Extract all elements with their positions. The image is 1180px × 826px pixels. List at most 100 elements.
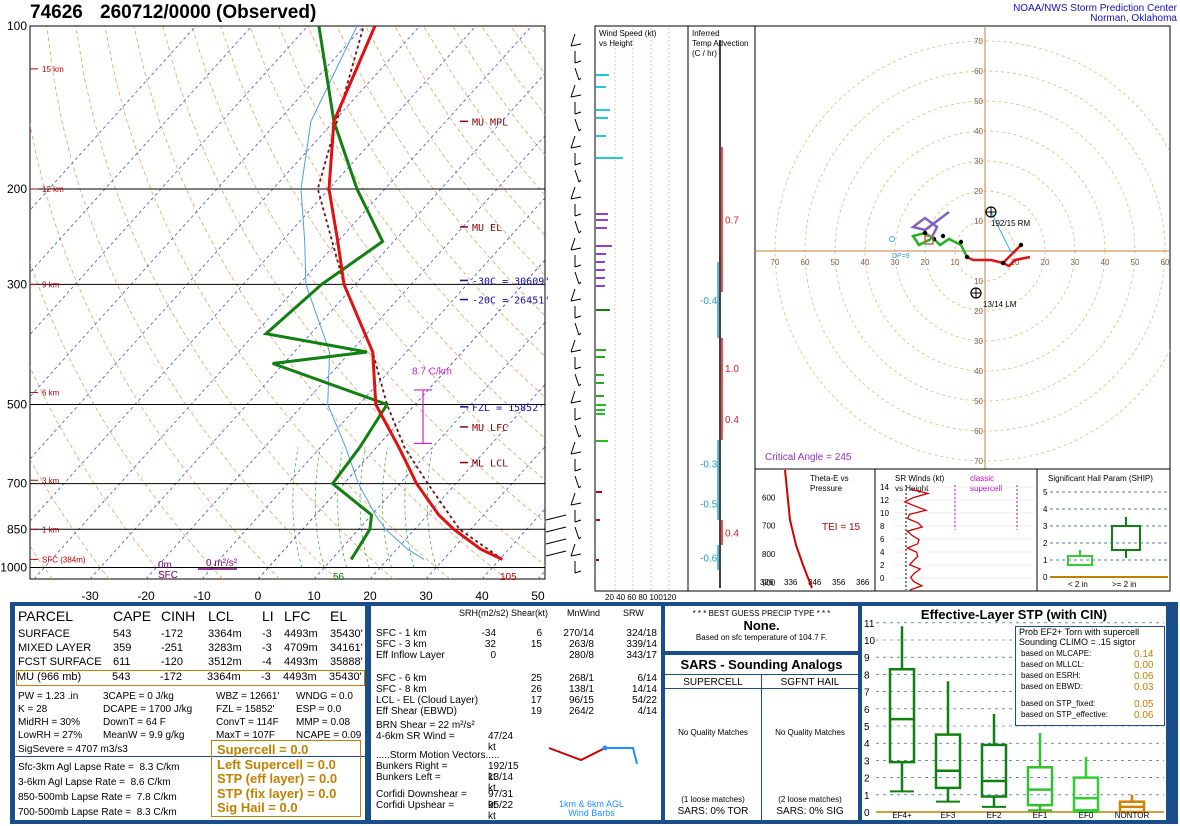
wind-barb: [574, 561, 582, 574]
kinematic-cell: 138/1: [568, 684, 594, 695]
ship-x1: < 2 in: [1068, 580, 1088, 589]
stp-prob-row: based on MLLCL: 0.00: [1016, 660, 1164, 671]
sr-winds-panel: SR Winds (kt) vs Height classic supercell …: [874, 468, 1038, 592]
sars-panel: SARS - Sounding Analogs SUPERCELL SGFNT …: [665, 655, 858, 820]
lapse-rate-label: 8.7 C/km: [412, 366, 452, 377]
hodo-1-3km: [966, 255, 1004, 265]
precip-title: * * * BEST GUESS PRECIP TYPE * * *: [692, 609, 831, 618]
wind-speed-panel: Wind Speed (kt) vs Height 20 40 60 80 100…: [594, 25, 689, 602]
kinematic-header: MnWind: [567, 608, 601, 618]
tadv-value: 1.0: [725, 364, 739, 375]
parcel-stat: WNDG = 0.0: [296, 691, 353, 702]
ship-ytick: 0: [1043, 573, 1048, 582]
srw-ytick: 8: [880, 522, 885, 531]
parcel-cell: SURFACE: [18, 628, 70, 640]
dcape-value: 0 m²/s²: [206, 558, 238, 569]
parcel-cell: 611: [113, 656, 131, 668]
kinematic-header: SRW: [623, 608, 644, 618]
kinematic-cell: 280/8: [568, 650, 594, 662]
stp-category-label: EF1: [1033, 811, 1048, 820]
hodo-ring-label: 30: [974, 337, 983, 346]
height-label: 15 km: [42, 65, 64, 74]
station-id: 74626: [30, 2, 83, 23]
height-label: 3 km: [42, 476, 60, 485]
ship-ytick: 1: [1043, 556, 1048, 565]
parcel-panel: PARCEL CAPE CINH LCL LI LFC EL SURFACE 543 -172 33…: [15, 606, 365, 820]
level-label: MU MPL: [472, 117, 508, 128]
stp-prob-label: based on MLCAPE:: [1021, 649, 1092, 658]
hodo-ring-label: 70: [771, 258, 780, 267]
corfidi-down-label: Corfidi Downshear =: [376, 789, 467, 800]
sars-supercell-nomatch: No Quality Matches: [678, 728, 748, 737]
parcel-cell: 4493m: [284, 656, 318, 668]
parcel-cell: 4709m: [284, 642, 318, 654]
parcel-stat: PW = 1.23 .in: [18, 691, 79, 702]
wind-barb: [574, 424, 582, 438]
temp-axis-label: 50: [531, 589, 545, 603]
parcel-cell: 3364m: [207, 671, 241, 683]
bunkers-left-value: 13/14 kt: [488, 772, 514, 794]
parcel-stat: MaxT = 107F: [216, 730, 276, 741]
wind-barb: [570, 33, 582, 47]
mixing-ratio-line: [337, 447, 348, 568]
wind-barb: [574, 255, 582, 268]
parcel-cell: -172: [160, 671, 183, 683]
kinematic-cell: SFC - 8 km: [376, 684, 427, 695]
stp-prob-value: 0.05: [1134, 699, 1154, 710]
stp-box: [980, 743, 1008, 798]
kinematic-cell: 54/22: [631, 695, 657, 707]
hodo-ring-label: 20: [974, 187, 983, 196]
temp-axis-label: 10: [307, 589, 321, 603]
stp-prob-box: Prob EF2+ Torn with supercell Sounding C…: [1015, 626, 1165, 726]
dry-adiabat: [30, 260, 223, 579]
temp-axis-label: -10: [193, 589, 211, 603]
parcel-stat: MidRH = 30%: [18, 717, 80, 728]
kinematic-cell: SFC - 6 km: [376, 672, 427, 684]
hodo-height-marker: [1000, 260, 1006, 266]
tadv-value: -0.3: [700, 460, 718, 471]
parcel-row: MIXED LAYER 359 -251 3283m -3 4709m 34161': [18, 642, 363, 656]
isotherm: [30, 26, 308, 336]
corfidi-up-label: Corfidi Upshear =: [376, 800, 455, 811]
temp-axis-label: -30: [81, 589, 99, 603]
center-name: NOAA/NWS Storm Prediction Center: [1013, 3, 1178, 14]
hodo-dp-label: DP=9: [892, 253, 910, 260]
parcel-cell: LI: [262, 608, 274, 624]
parcel-cell: FCST SURFACE: [18, 656, 102, 668]
srw-ytick: 2: [880, 561, 885, 570]
parcel-row: FCST SURFACE 611 -120 3512m -4 4493m 35888': [18, 656, 363, 670]
stp-category-label: EF0: [1079, 811, 1094, 820]
barbs-label: 1km & 6km AGL Wind Barbs: [559, 799, 625, 818]
kinematic-cell: 0: [490, 650, 496, 662]
srw-ytick: 10: [880, 509, 889, 518]
hodo-height-marker: [940, 233, 946, 239]
storm-motion-title: .....Storm Motion Vectors.....: [376, 750, 500, 761]
sars-loose2: (2 loose matches): [778, 795, 842, 804]
stp-ytick: 7: [864, 688, 870, 699]
hodo-ring-label: 10: [974, 277, 983, 286]
stp-ytick: 5: [864, 722, 870, 733]
hodo-ring-label: 40: [974, 127, 983, 136]
dry-adiabat: [365, 26, 545, 276]
classic-supercell: classic supercell: [970, 474, 1002, 493]
mixing-ratio-line: [359, 447, 370, 568]
theta-ytick: 600: [762, 493, 776, 502]
hodo-ring-label: 70: [974, 37, 983, 46]
isotherm: [30, 26, 364, 398]
wind-barb: [574, 204, 582, 217]
hodo-ring-label: 50: [974, 97, 983, 106]
level-label: MU LFC: [472, 423, 508, 434]
hodo-6-9km: [910, 231, 935, 247]
ship-x2: >= 2 in: [1112, 580, 1136, 589]
level-label: MU EL: [472, 223, 502, 234]
wind-barb-low: [545, 526, 567, 533]
hodo-ring-label: 30: [974, 157, 983, 166]
kinematic-cell: SFC - 3 km: [376, 639, 427, 651]
wind-barb-low: [545, 550, 567, 557]
parcel-cell: 3364m: [208, 628, 242, 640]
parcel-cell: -3: [262, 642, 272, 654]
hodo-ring-label: 60: [1161, 258, 1170, 267]
stp-ytick: 1: [864, 791, 870, 802]
hodo-9-12km: [910, 211, 950, 240]
sr-wind-value: 47/24 kt: [488, 731, 514, 753]
